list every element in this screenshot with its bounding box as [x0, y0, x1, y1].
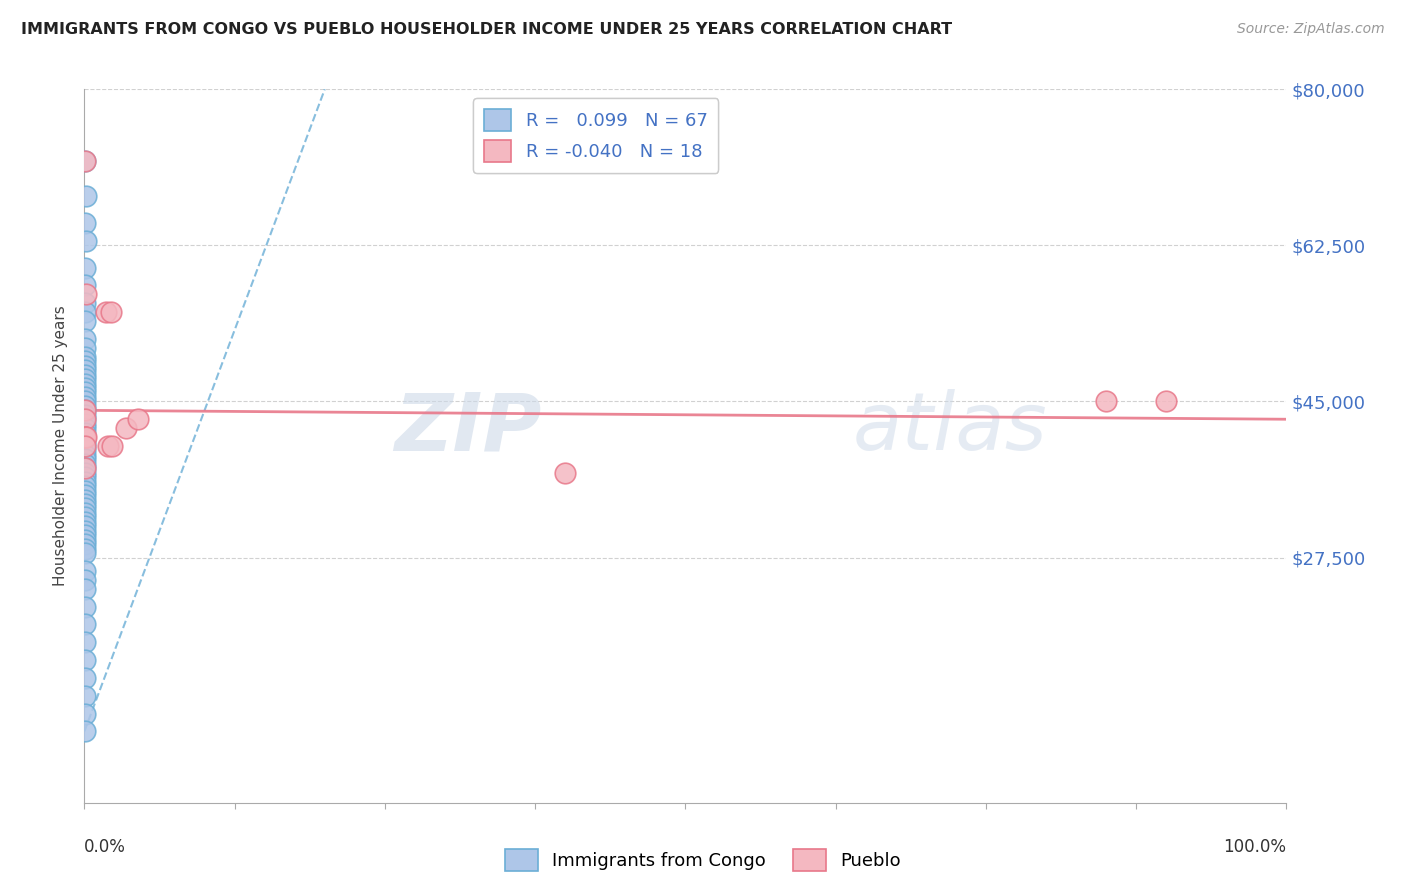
- Point: [75, 368, 97, 382]
- Point: [75, 515, 97, 529]
- Point: [75, 483, 97, 498]
- Point: [1156, 394, 1178, 409]
- Point: [73, 546, 96, 560]
- Point: [75, 439, 97, 453]
- Point: [75, 341, 97, 355]
- Point: [75, 430, 97, 444]
- Point: [75, 466, 97, 480]
- Text: ZIP: ZIP: [394, 389, 541, 467]
- Point: [75, 381, 97, 395]
- Point: [73, 617, 96, 632]
- Point: [75, 461, 97, 475]
- Point: [75, 582, 97, 596]
- Point: [75, 354, 97, 368]
- Point: [75, 332, 97, 346]
- Point: [127, 412, 149, 426]
- Point: [75, 305, 97, 319]
- Point: [75, 564, 97, 578]
- Point: [73, 475, 96, 489]
- Point: [75, 350, 97, 364]
- Point: [73, 278, 96, 293]
- Point: [75, 488, 97, 502]
- Point: [75, 430, 97, 444]
- Point: [115, 421, 138, 435]
- Point: [75, 421, 97, 435]
- Point: [75, 671, 97, 685]
- Text: 100.0%: 100.0%: [1223, 838, 1286, 856]
- Point: [75, 706, 97, 721]
- Point: [75, 497, 97, 511]
- Point: [75, 430, 97, 444]
- Text: Source: ZipAtlas.com: Source: ZipAtlas.com: [1237, 22, 1385, 37]
- Point: [75, 448, 97, 462]
- Point: [97, 439, 120, 453]
- Y-axis label: Householder Income Under 25 years: Householder Income Under 25 years: [53, 306, 69, 586]
- Point: [554, 466, 576, 480]
- Point: [75, 287, 97, 301]
- Point: [75, 417, 97, 431]
- Point: [75, 470, 97, 484]
- Point: [75, 452, 97, 467]
- Point: [75, 501, 97, 516]
- Point: [73, 528, 96, 542]
- Point: [75, 260, 97, 275]
- Point: [75, 635, 97, 649]
- Point: [75, 439, 97, 453]
- Point: [75, 524, 97, 538]
- Point: [1095, 394, 1118, 409]
- Point: [75, 234, 97, 248]
- Point: [75, 390, 97, 404]
- Legend: R =   0.099   N = 67, R = -0.040   N = 18: R = 0.099 N = 67, R = -0.040 N = 18: [474, 98, 718, 173]
- Point: [75, 394, 97, 409]
- Point: [75, 376, 97, 391]
- Point: [75, 533, 97, 547]
- Point: [73, 573, 96, 587]
- Point: [101, 439, 124, 453]
- Point: [75, 412, 97, 426]
- Point: [75, 296, 97, 310]
- Point: [73, 653, 96, 667]
- Point: [75, 216, 97, 230]
- Point: [75, 599, 97, 614]
- Point: [75, 412, 97, 426]
- Point: [73, 689, 96, 703]
- Point: [75, 359, 97, 373]
- Point: [75, 430, 97, 444]
- Point: [75, 506, 97, 520]
- Point: [73, 153, 96, 168]
- Point: [75, 399, 97, 413]
- Point: [75, 479, 97, 493]
- Point: [75, 537, 97, 551]
- Point: [75, 314, 97, 328]
- Point: [73, 510, 96, 524]
- Point: [75, 519, 97, 533]
- Point: [73, 457, 96, 471]
- Text: 0.0%: 0.0%: [84, 838, 127, 856]
- Point: [75, 363, 97, 377]
- Point: [75, 434, 97, 449]
- Point: [75, 189, 97, 203]
- Point: [75, 443, 97, 458]
- Point: [75, 541, 97, 556]
- Point: [75, 403, 97, 417]
- Legend: Immigrants from Congo, Pueblo: Immigrants from Congo, Pueblo: [498, 842, 908, 879]
- Text: IMMIGRANTS FROM CONGO VS PUEBLO HOUSEHOLDER INCOME UNDER 25 YEARS CORRELATION CH: IMMIGRANTS FROM CONGO VS PUEBLO HOUSEHOL…: [21, 22, 952, 37]
- Point: [75, 461, 97, 475]
- Text: atlas: atlas: [852, 389, 1047, 467]
- Point: [75, 153, 97, 168]
- Point: [73, 492, 96, 507]
- Point: [100, 305, 122, 319]
- Point: [94, 305, 117, 319]
- Point: [75, 385, 97, 400]
- Point: [75, 372, 97, 386]
- Point: [75, 403, 97, 417]
- Point: [75, 408, 97, 422]
- Point: [75, 425, 97, 440]
- Point: [73, 724, 96, 739]
